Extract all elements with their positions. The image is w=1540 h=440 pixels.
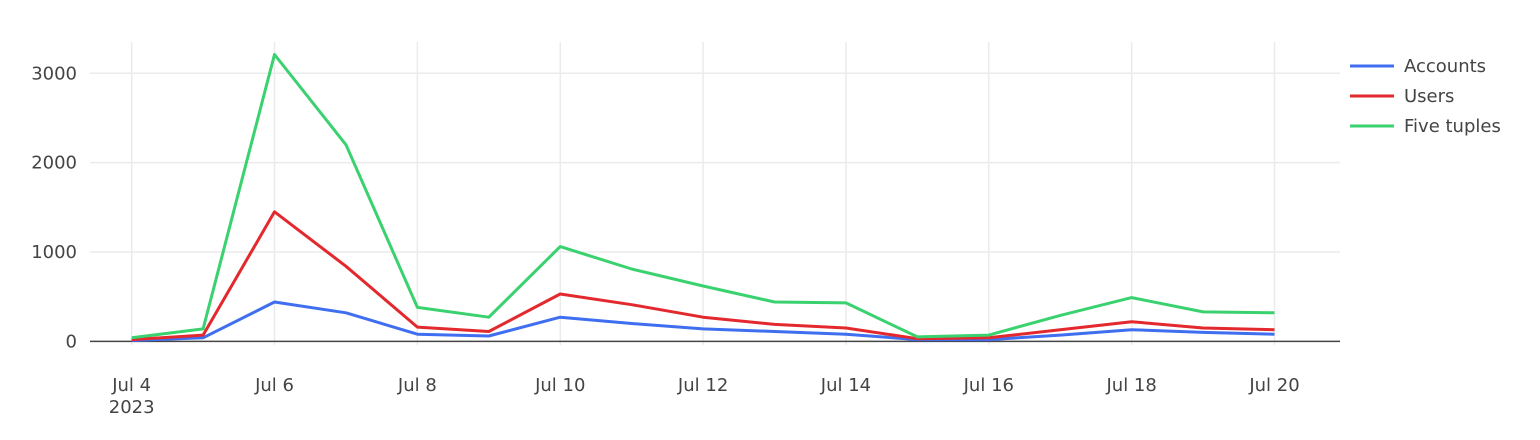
- legend-item-five-tuples[interactable]: Five tuples: [1350, 116, 1501, 137]
- x-tick-label: Jul 10: [534, 375, 585, 396]
- series-line-five-tuples: [131, 53, 1275, 340]
- y-tick-label: 2000: [31, 153, 77, 174]
- x-tick-label: Jul 16: [963, 375, 1014, 396]
- x-tick-label: Jul 12: [677, 375, 728, 396]
- legend-label: Five tuples: [1404, 116, 1501, 137]
- series-line-users: [131, 210, 1275, 342]
- y-tick-label: 3000: [31, 63, 77, 84]
- series-lines: [131, 53, 1275, 342]
- x-tick-label: Jul 14: [820, 375, 871, 396]
- series-line-accounts: [131, 300, 1275, 342]
- y-tick-label: 1000: [31, 242, 77, 263]
- x-tick-label: Jul 8: [397, 375, 437, 396]
- x-tick-label: Jul 18: [1105, 375, 1156, 396]
- y-tick-label: 0: [66, 331, 77, 352]
- legend[interactable]: Accounts Users Five tuples: [1350, 56, 1501, 137]
- grid-lines: [90, 42, 1340, 345]
- x-tick-label: Jul 4: [111, 375, 151, 396]
- x-tick-label: Jul 6: [254, 375, 294, 396]
- legend-item-users[interactable]: Users: [1350, 86, 1454, 107]
- legend-label: Users: [1404, 86, 1454, 107]
- x-tick-label: Jul 20: [1248, 375, 1299, 396]
- legend-item-accounts[interactable]: Accounts: [1350, 56, 1486, 77]
- y-axis-ticks: 0 1000 2000 3000: [31, 63, 77, 352]
- legend-label: Accounts: [1404, 56, 1486, 77]
- x-tick-sublabel: 2023: [109, 397, 155, 418]
